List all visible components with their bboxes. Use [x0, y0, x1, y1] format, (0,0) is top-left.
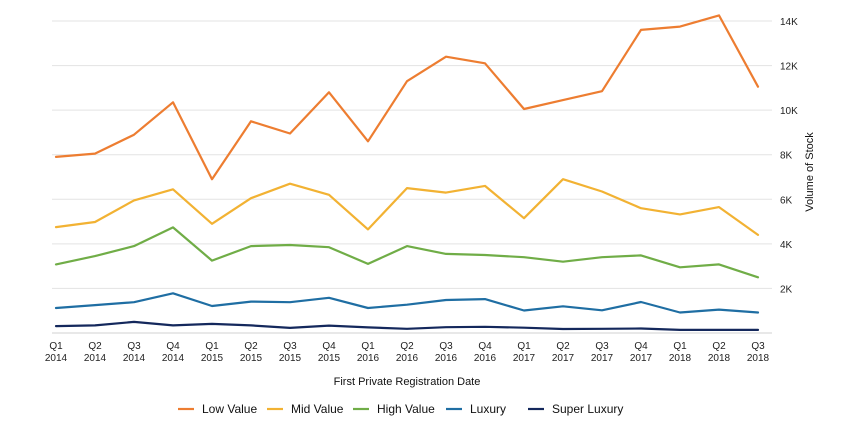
x-tick-label: Q4 2016 — [474, 341, 497, 364]
y-tick-label: 4K — [780, 240, 793, 251]
legend-label: Super Luxury — [552, 402, 623, 416]
x-tick-label: Q4 2015 — [318, 341, 341, 364]
legend-label: High Value — [377, 402, 435, 416]
series-line-high-value — [54, 226, 760, 279]
legend-label: Low Value — [202, 402, 257, 416]
series-line-low-value — [54, 14, 760, 181]
y-axis-title: Volume of Stock — [804, 132, 816, 212]
x-axis-title: First Private Registration Date — [334, 376, 481, 388]
x-tick-label: Q4 2014 — [162, 341, 185, 364]
y-axis-ticks: 2K 4K 6K 8K 10K 12K 14K — [780, 17, 798, 295]
y-tick-label: 8K — [780, 151, 793, 162]
x-tick-label: Q2 2017 — [552, 341, 575, 364]
x-tick-label: Q4 2017 — [630, 341, 653, 364]
y-tick-label: 12K — [780, 62, 798, 73]
y-tick-label: 10K — [780, 106, 798, 117]
x-tick-label: Q3 2017 — [591, 341, 614, 364]
x-tick-label: Q1 2018 — [669, 341, 692, 364]
x-tick-label: Q2 2018 — [708, 341, 731, 364]
x-tick-label: Q1 2016 — [357, 341, 380, 364]
y-tick-label: 2K — [780, 284, 793, 295]
legend-label: Luxury — [470, 402, 506, 416]
x-tick-label: Q3 2015 — [279, 341, 302, 364]
x-tick-label: Q3 2016 — [435, 341, 458, 364]
legend: Low Value Mid Value High Value Luxury Super … — [178, 402, 623, 416]
x-tick-label: Q3 2018 — [747, 341, 770, 364]
grid-lines — [52, 20, 772, 334]
y-tick-label: 6K — [780, 195, 793, 206]
x-tick-label: Q2 2015 — [240, 341, 263, 364]
x-axis-ticks: Q1 2014 Q2 2014 Q3 2014 Q4 2014 Q1 2015 Q2 2015 Q3 20… — [45, 341, 770, 364]
legend-label: Mid Value — [291, 402, 344, 416]
series-line-mid-value — [54, 178, 760, 236]
x-tick-label: Q2 2016 — [396, 341, 419, 364]
x-tick-label: Q1 2014 — [45, 341, 68, 364]
x-tick-label: Q1 2015 — [201, 341, 224, 364]
series-line-super-luxury — [54, 320, 760, 331]
y-tick-label: 14K — [780, 17, 798, 28]
series-line-luxury — [54, 292, 760, 314]
x-tick-label: Q2 2014 — [84, 341, 107, 364]
x-tick-label: Q3 2014 — [123, 341, 146, 364]
x-tick-label: Q1 2017 — [513, 341, 536, 364]
series-lines — [54, 14, 760, 331]
